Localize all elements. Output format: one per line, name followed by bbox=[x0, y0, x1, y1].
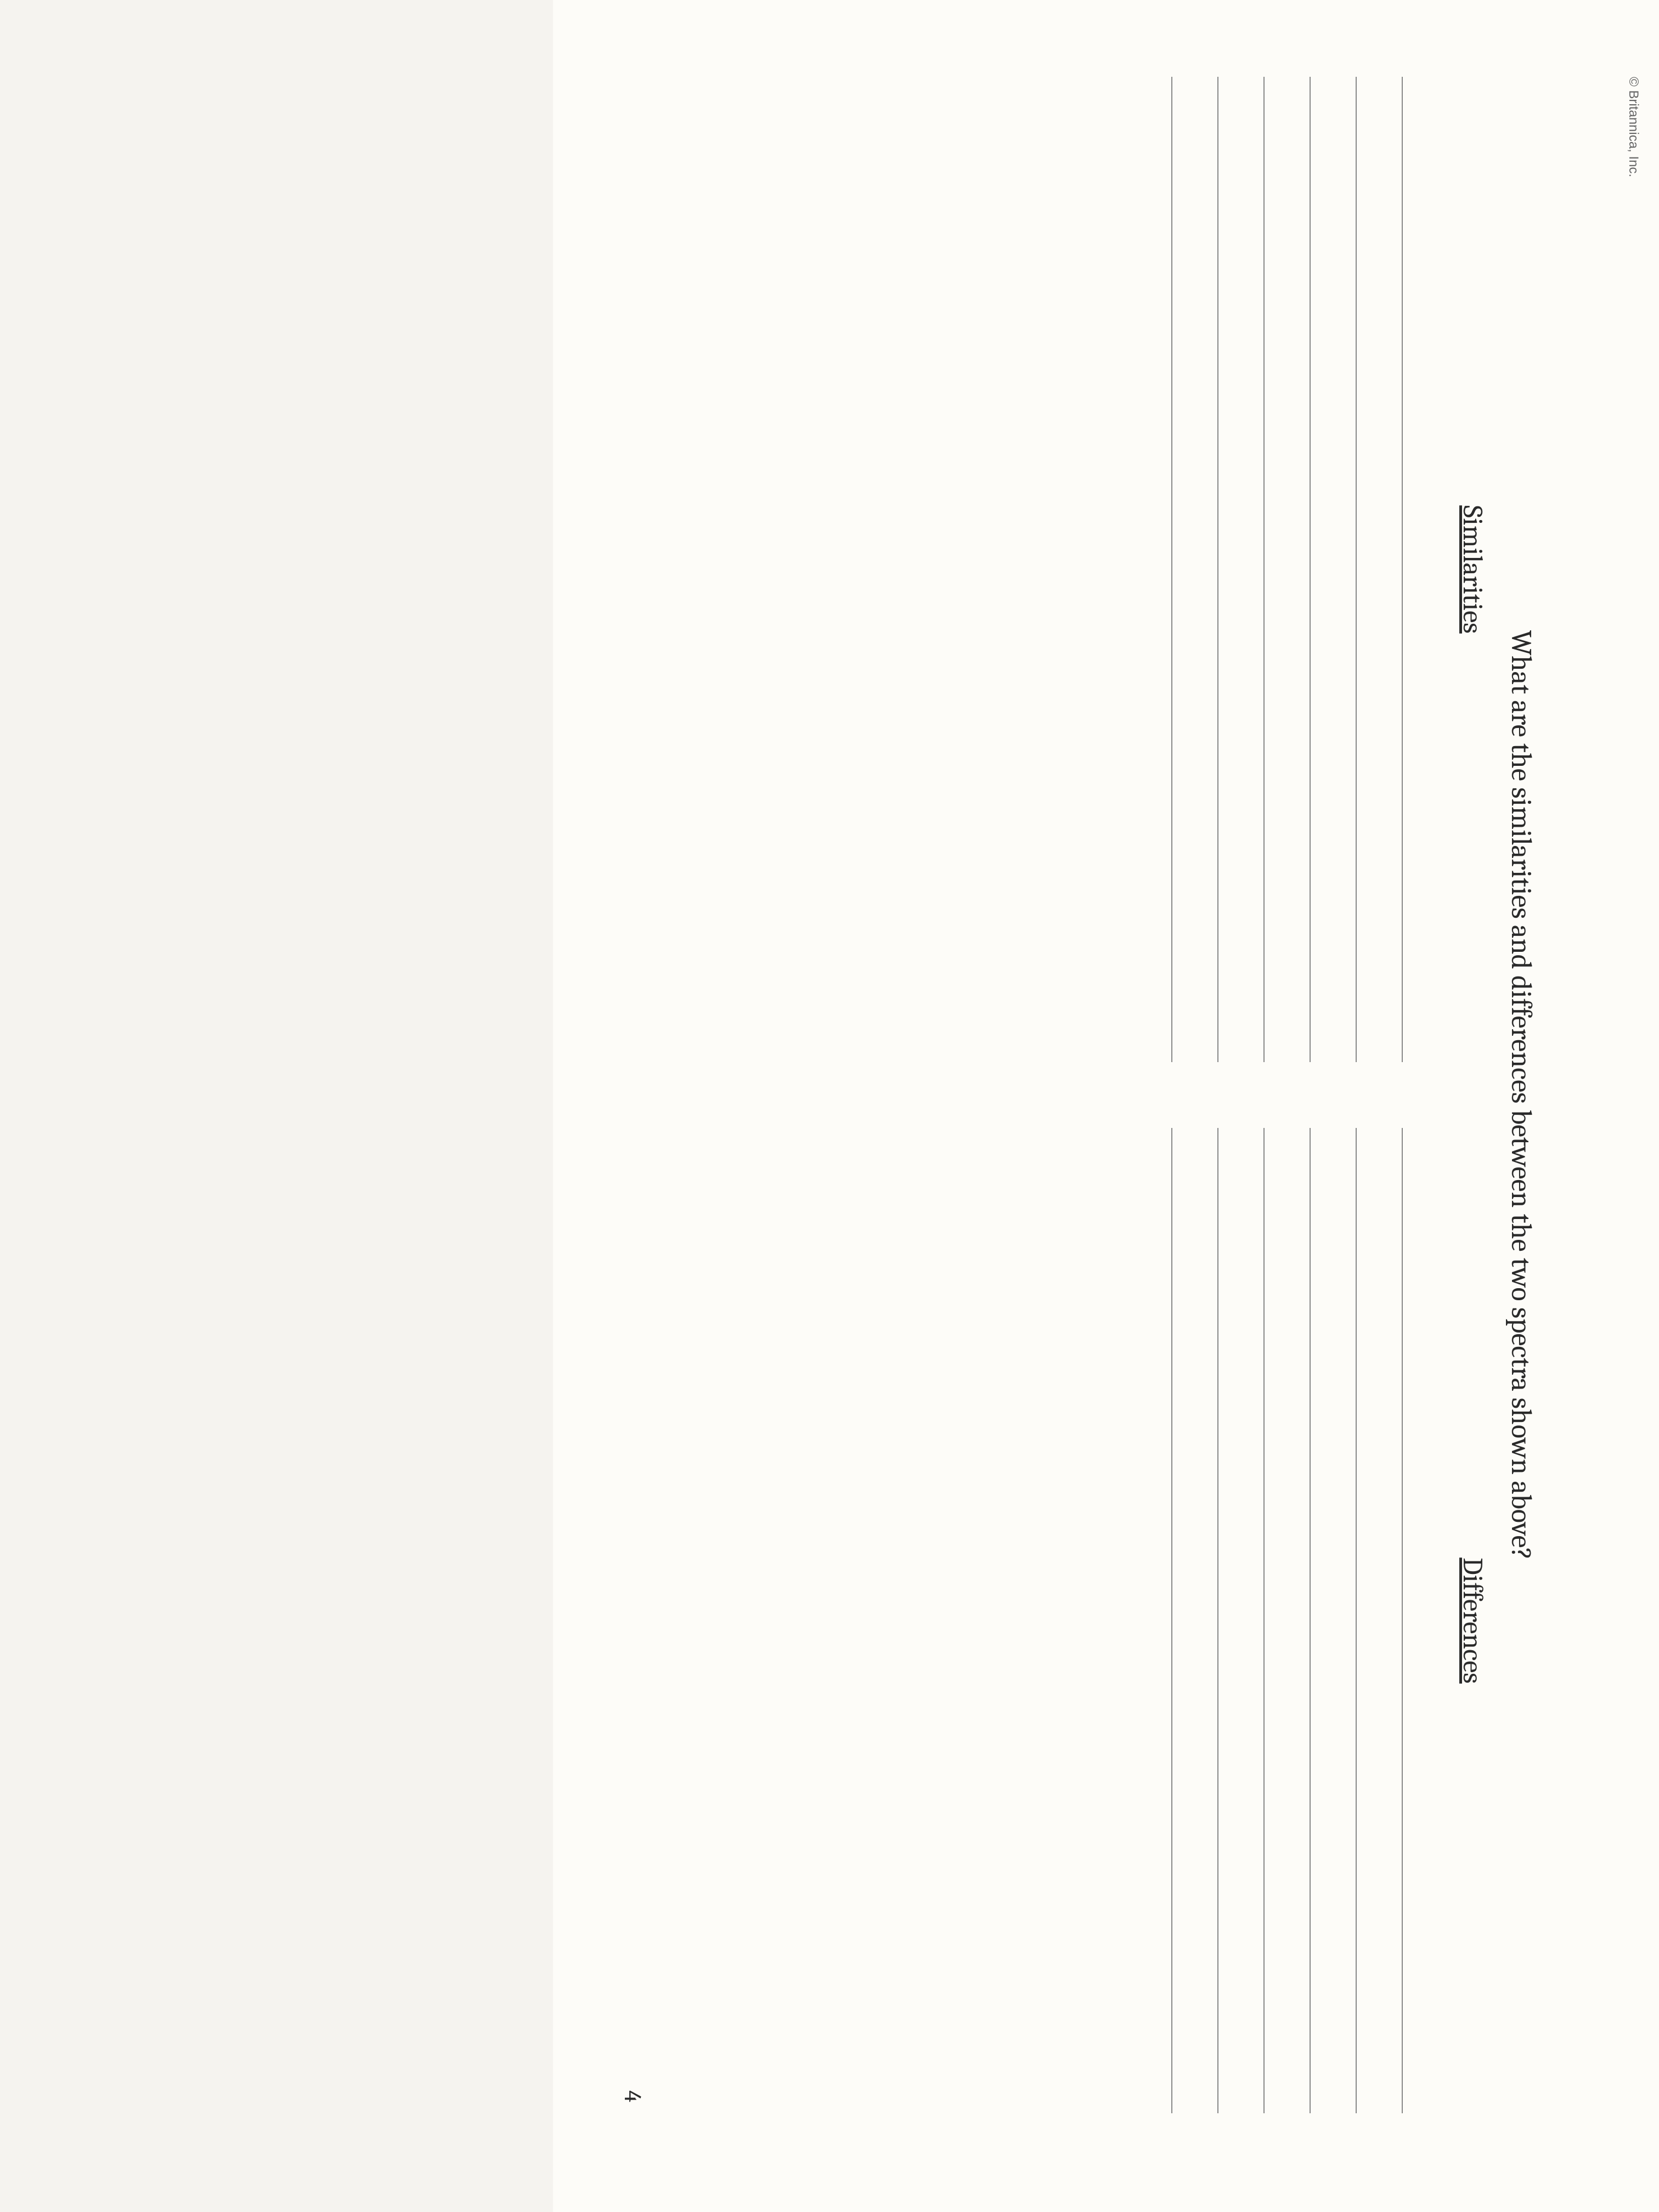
question-prompt: What are the similarities and difference… bbox=[1505, 77, 1538, 2113]
write-line bbox=[1171, 1128, 1210, 2113]
answer-columns: Similarities Differences bbox=[1164, 77, 1488, 2113]
write-line bbox=[1402, 1128, 1440, 2113]
similarities-heading: Similarities bbox=[1457, 77, 1488, 1062]
figure-row: Spectrum of white light spectrum indigob… bbox=[1626, 77, 1659, 2113]
figure-credit: © Britannica, Inc. bbox=[1626, 77, 1641, 1051]
write-line bbox=[1310, 77, 1348, 1062]
white-light-figure: spectrum indigobluegreenyelloworangered … bbox=[1626, 77, 1659, 1051]
write-line bbox=[1217, 1128, 1256, 2113]
differences-column: Differences bbox=[1164, 1128, 1488, 2113]
write-line bbox=[1217, 77, 1256, 1062]
differences-heading: Differences bbox=[1457, 1128, 1488, 2113]
worksheet-page: Spectroscopy – Absorption and Emission S… bbox=[553, 0, 1659, 2212]
similarities-column: Similarities bbox=[1164, 77, 1488, 1062]
write-line bbox=[1402, 77, 1440, 1062]
write-line bbox=[1263, 77, 1302, 1062]
write-line bbox=[1263, 1128, 1302, 2113]
hydrogen-column: Hydrogen Emission Spectrum Hydrogen Emis… bbox=[1626, 1139, 1659, 2113]
white-light-column: Spectrum of white light spectrum indigob… bbox=[1626, 77, 1659, 1051]
write-line bbox=[1356, 77, 1394, 1062]
page-number: 4 bbox=[619, 2090, 647, 2102]
write-line bbox=[1356, 1128, 1394, 2113]
write-line bbox=[1310, 1128, 1348, 2113]
write-line bbox=[1171, 77, 1210, 1062]
